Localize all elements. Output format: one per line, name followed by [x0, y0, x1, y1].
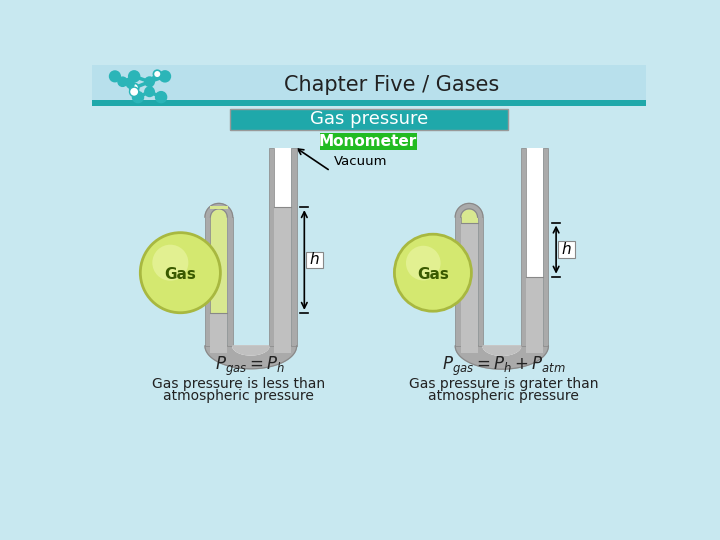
Text: $P_{gas} = P_h + P_{atm}$: $P_{gas} = P_h + P_{atm}$	[441, 355, 566, 378]
Text: Gas pressure is grater than: Gas pressure is grater than	[409, 377, 598, 392]
Text: Monometer: Monometer	[319, 133, 418, 148]
Bar	[461, 222, 477, 353]
Bar	[228, 217, 233, 346]
Polygon shape	[461, 209, 477, 217]
Polygon shape	[210, 209, 228, 217]
Bar	[526, 276, 543, 353]
Bar	[477, 217, 483, 346]
Polygon shape	[483, 346, 521, 355]
Bar	[543, 148, 549, 346]
Bar	[526, 148, 543, 346]
Text: atmospheric pressure: atmospheric pressure	[163, 389, 313, 403]
FancyBboxPatch shape	[306, 252, 323, 268]
Polygon shape	[455, 204, 483, 217]
Bar	[521, 148, 526, 346]
Bar	[274, 148, 291, 346]
Circle shape	[156, 92, 166, 103]
Text: h: h	[562, 242, 571, 257]
Circle shape	[395, 234, 472, 311]
Bar	[210, 206, 228, 209]
FancyBboxPatch shape	[230, 109, 508, 130]
Text: Gas pressure: Gas pressure	[310, 111, 428, 129]
Circle shape	[153, 245, 189, 281]
FancyBboxPatch shape	[558, 241, 575, 258]
Bar	[461, 217, 477, 346]
Polygon shape	[205, 204, 233, 217]
Circle shape	[153, 70, 161, 78]
Text: $P_{gas} = P_h$: $P_{gas} = P_h$	[215, 355, 284, 378]
Polygon shape	[233, 346, 269, 355]
Text: atmospheric pressure: atmospheric pressure	[428, 389, 579, 403]
Bar	[269, 148, 274, 346]
Polygon shape	[455, 346, 549, 369]
Text: Gas pressure is less than: Gas pressure is less than	[151, 377, 325, 392]
Circle shape	[109, 71, 120, 82]
Circle shape	[129, 71, 140, 82]
Circle shape	[145, 87, 154, 96]
Circle shape	[140, 233, 220, 313]
Bar	[274, 207, 291, 353]
Bar	[210, 217, 228, 346]
Circle shape	[132, 92, 143, 103]
Circle shape	[130, 83, 139, 92]
Text: Chapter Five / Gases: Chapter Five / Gases	[284, 75, 500, 95]
Bar	[92, 100, 647, 106]
Polygon shape	[233, 346, 269, 355]
Circle shape	[130, 87, 139, 96]
Circle shape	[160, 71, 171, 82]
Bar	[210, 313, 228, 353]
Text: Vacuum: Vacuum	[334, 155, 388, 168]
Bar	[92, 65, 647, 103]
Polygon shape	[483, 346, 521, 355]
FancyBboxPatch shape	[320, 132, 417, 150]
Bar	[455, 217, 461, 346]
Text: h: h	[310, 253, 319, 267]
Text: Gas: Gas	[164, 267, 197, 282]
Text: Gas: Gas	[417, 267, 449, 282]
Bar	[205, 217, 210, 346]
Bar	[291, 148, 297, 346]
Polygon shape	[205, 346, 297, 369]
Circle shape	[127, 80, 134, 88]
Circle shape	[406, 246, 441, 280]
Circle shape	[118, 77, 127, 86]
Circle shape	[145, 77, 154, 86]
